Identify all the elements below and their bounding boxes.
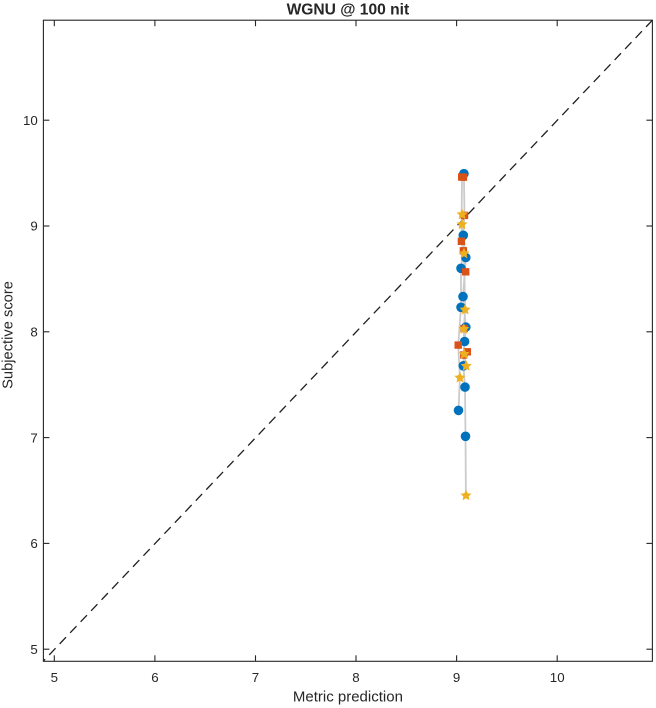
svg-text:10: 10 [550,670,565,685]
svg-text:6: 6 [30,536,37,551]
svg-text:Metric prediction: Metric prediction [293,688,403,705]
svg-text:7: 7 [30,430,37,445]
svg-text:10: 10 [23,113,38,128]
svg-text:8: 8 [30,325,37,340]
svg-text:Subjective score: Subjective score [1,281,17,389]
svg-text:9: 9 [30,219,37,234]
svg-text:7: 7 [252,670,259,685]
svg-text:5: 5 [30,642,37,657]
svg-text:5: 5 [51,670,58,685]
svg-text:6: 6 [151,670,158,685]
svg-text:8: 8 [352,670,359,685]
svg-text:WGNU @ 100 nit: WGNU @ 100 nit [287,2,410,19]
svg-text:9: 9 [453,670,460,685]
